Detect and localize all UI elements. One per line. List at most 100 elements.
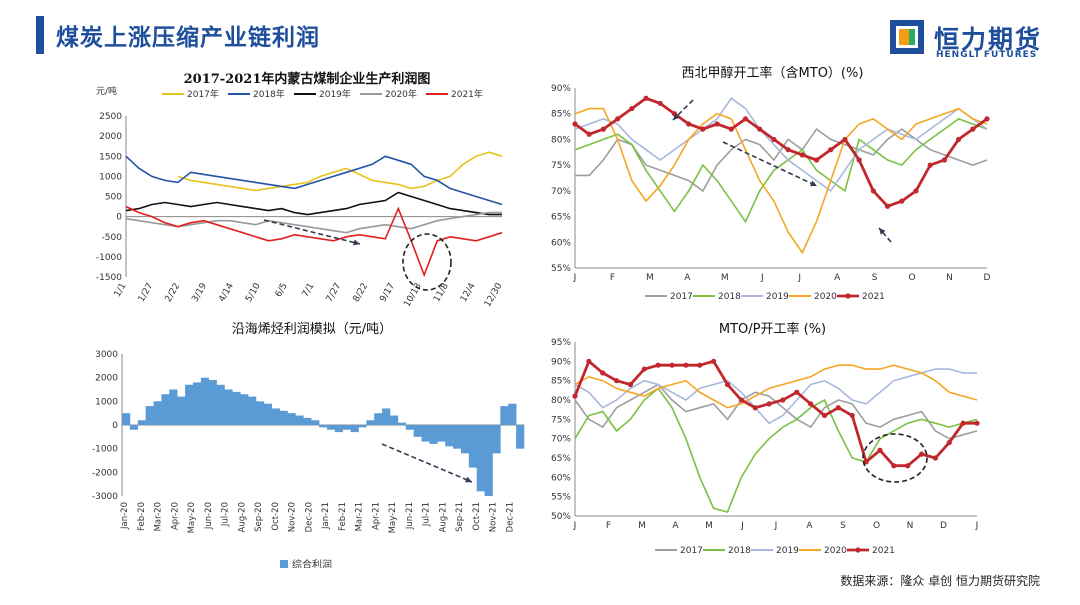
- profit-bar: [145, 406, 154, 425]
- series-point: [600, 370, 606, 376]
- profit-bar: [295, 415, 304, 425]
- y-tick-label: -1000: [92, 445, 118, 455]
- legend-label: 2021: [872, 546, 895, 556]
- series-point: [657, 100, 663, 107]
- series-point: [884, 203, 891, 209]
- profit-bar: [358, 425, 367, 428]
- y-tick-label: 95%: [551, 338, 571, 348]
- x-tick-label: Nov-20: [288, 502, 298, 532]
- profit-bar: [122, 413, 131, 425]
- x-tick-label: Sep-21: [455, 502, 465, 532]
- series-point: [572, 121, 578, 127]
- x-tick-label: S: [872, 273, 878, 283]
- legend-label: 2017年: [187, 88, 219, 100]
- profit-bar: [287, 413, 296, 425]
- x-tick-label: 12/30: [483, 281, 505, 309]
- series-point: [586, 131, 592, 137]
- x-tick-label: 12/4: [459, 281, 478, 304]
- y-tick-label: 2000: [95, 374, 118, 384]
- x-tick-label: D: [940, 521, 947, 531]
- x-tick-label: A: [834, 273, 841, 283]
- x-tick-label: 7/27: [325, 282, 344, 305]
- series-point: [913, 188, 919, 194]
- x-tick-label: J: [797, 273, 801, 283]
- series-line: [574, 118, 988, 224]
- x-tick-label: O: [873, 521, 880, 531]
- y-tick-label: -1500: [96, 273, 122, 283]
- legend-marker: [845, 293, 851, 299]
- series-point: [946, 439, 952, 446]
- profit-bar: [476, 425, 485, 492]
- trend-arrow-head: [879, 228, 886, 235]
- y-tick-label: 85%: [551, 110, 571, 120]
- profit-bar: [429, 425, 438, 444]
- x-tick-label: Aug-21: [438, 502, 448, 532]
- chart-nw-methanol: 90%85%80%75%70%65%60%55%J F M A M J J A S O N D2017…: [551, 84, 991, 302]
- series-point: [711, 358, 717, 364]
- profit-bar: [405, 425, 414, 430]
- series-point: [613, 378, 620, 384]
- x-tick-label: M: [638, 521, 646, 531]
- series-point: [586, 358, 592, 364]
- profit-bar: [484, 425, 493, 496]
- trend-arrow-head: [353, 239, 360, 246]
- series-point: [813, 157, 820, 163]
- trend-arrow-line: [381, 443, 473, 483]
- series-point: [757, 126, 763, 132]
- series-point: [799, 152, 805, 158]
- legend-marker: [855, 547, 861, 553]
- profit-bar: [153, 401, 162, 425]
- series-point: [655, 362, 661, 368]
- series-point: [629, 105, 635, 112]
- y-tick-label: 75%: [551, 415, 571, 425]
- profit-bar: [390, 415, 399, 425]
- trend-arrow-line: [263, 219, 361, 245]
- legend-label: 2018年: [253, 88, 285, 100]
- x-tick-label: Jul-20: [221, 502, 231, 527]
- trend-arrow-line: [672, 99, 694, 121]
- profit-bar: [342, 425, 351, 430]
- x-tick-label: Jun-21: [405, 502, 415, 530]
- legend-swatch: [280, 560, 288, 568]
- series-point: [970, 126, 976, 132]
- trend-arrow-head: [465, 476, 472, 483]
- series-line: [177, 151, 503, 192]
- profit-bar: [508, 403, 517, 425]
- series-line: [125, 155, 503, 206]
- series-line: [574, 97, 988, 193]
- x-tick-label: Dec-21: [505, 502, 515, 532]
- x-tick-label: May-20: [187, 502, 197, 533]
- x-tick-label: 6/5: [274, 282, 290, 300]
- y-tick-label: 60%: [551, 238, 571, 248]
- x-tick-label: 3/19: [190, 281, 209, 304]
- x-tick-label: F: [606, 521, 611, 531]
- profit-bar: [161, 394, 170, 425]
- source-note: 数据来源：隆众 卓创 恒力期货研究院: [840, 574, 1040, 588]
- y-tick-label: 70%: [551, 187, 571, 197]
- profit-bar: [516, 425, 525, 449]
- series-line: [125, 191, 502, 216]
- panel-coastal-olefin: 沿海烯烃利润模拟（元/吨） 3000 2000 1000 0 -1000 -2000 -30…: [92, 318, 532, 568]
- x-tick-label: Nov-21: [489, 502, 499, 532]
- series-point: [918, 451, 925, 457]
- chart-coal-profit: 元/吨 2500 2000 1500 1000 500 0 -500 -1000 -15001/1…: [96, 85, 505, 309]
- series-line: [125, 211, 502, 234]
- x-tick-label: S: [840, 521, 846, 531]
- logo-mark-icon: [890, 20, 924, 54]
- y-tick-label: 75%: [551, 161, 571, 171]
- x-tick-label: 1/27: [137, 282, 156, 305]
- x-tick-label: J: [975, 521, 979, 531]
- series-line: [574, 368, 977, 425]
- x-tick-label: Jun-20: [204, 502, 214, 530]
- x-tick-label: Jan-20: [120, 502, 130, 530]
- series-point: [615, 116, 621, 122]
- series-line: [574, 364, 978, 409]
- y-tick-label: -3000: [92, 492, 118, 502]
- y-tick-label: 60%: [551, 473, 571, 483]
- profit-bar: [279, 410, 288, 425]
- chart-title: 沿海烯烃利润模拟（元/吨）: [231, 322, 393, 337]
- x-tick-label: 10/13: [402, 282, 424, 309]
- legend-label: 2020: [824, 546, 847, 556]
- x-tick-label: Feb-21: [338, 502, 348, 531]
